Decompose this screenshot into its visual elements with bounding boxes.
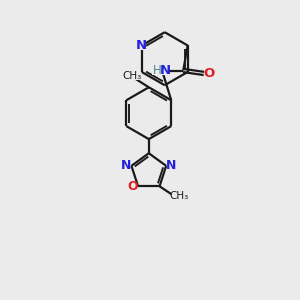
Bar bbox=[205, 70, 213, 77]
Text: N: N bbox=[166, 159, 177, 172]
Text: N: N bbox=[159, 64, 171, 77]
Bar bbox=[137, 41, 146, 50]
Bar bbox=[171, 192, 188, 200]
Text: O: O bbox=[128, 180, 138, 194]
Text: N: N bbox=[121, 159, 131, 172]
Bar bbox=[129, 183, 137, 191]
Text: N: N bbox=[136, 39, 147, 52]
Text: CH₃: CH₃ bbox=[122, 70, 142, 80]
Bar bbox=[122, 161, 130, 169]
Bar bbox=[167, 161, 175, 169]
Text: CH₃: CH₃ bbox=[169, 191, 189, 201]
Bar bbox=[152, 66, 169, 75]
Bar bbox=[124, 71, 140, 80]
Text: O: O bbox=[203, 67, 215, 80]
Text: H: H bbox=[152, 64, 161, 77]
